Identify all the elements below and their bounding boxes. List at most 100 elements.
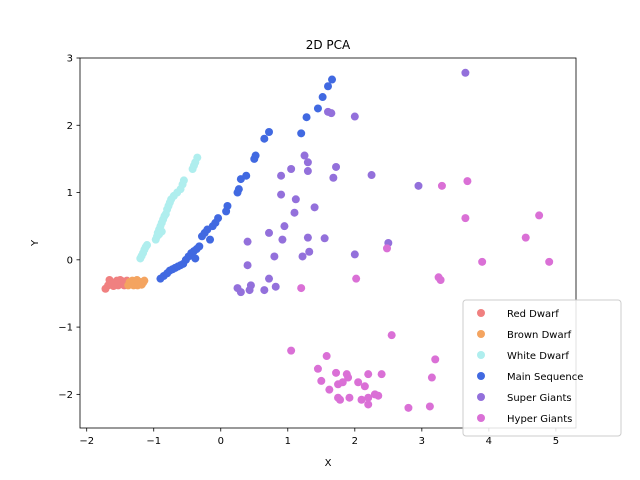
x-tick-label: 4: [486, 436, 492, 447]
legend-box: [462, 299, 622, 437]
point-main-sequence: [260, 134, 269, 143]
point-hyper-giants: [336, 395, 345, 404]
point-hyper-giants: [325, 385, 334, 394]
y-tick-label: 0: [67, 255, 73, 266]
point-white-dwarf: [157, 227, 166, 236]
plot-area: −2 −1 0 1 2 3 4 5 −2 −1 0 1 2 3: [58, 54, 577, 447]
point-super-giants: [303, 158, 312, 167]
x-tick-label: 3: [419, 436, 425, 447]
point-hyper-giants: [364, 393, 373, 402]
series-white-dwarf: [136, 153, 202, 263]
point-super-giants: [270, 252, 279, 261]
point-hyper-giants: [478, 257, 487, 266]
point-main-sequence: [242, 171, 251, 180]
point-hyper-giants: [338, 378, 347, 387]
point-super-giants: [290, 208, 299, 217]
point-super-giants: [277, 190, 286, 199]
point-super-giants: [300, 151, 309, 160]
point-white-dwarf: [143, 241, 152, 250]
point-hyper-giants: [322, 352, 331, 361]
y-tick-label: −2: [58, 390, 73, 401]
legend-label-super-giants: Super Giants: [507, 393, 572, 404]
point-brown-dwarf: [140, 276, 149, 285]
point-hyper-giants: [345, 393, 354, 402]
point-hyper-giants: [352, 274, 361, 283]
point-main-sequence: [206, 235, 215, 244]
x-tick-label: −1: [146, 436, 161, 447]
x-tick-label: 1: [285, 436, 291, 447]
x-tick-label: 0: [218, 436, 224, 447]
legend-marker-main-sequence: [477, 372, 485, 380]
point-super-giants: [271, 282, 280, 291]
point-hyper-giants: [297, 284, 306, 293]
legend-label-brown-dwarf: Brown Dwarf: [507, 330, 572, 341]
x-tick-label: 2: [352, 436, 358, 447]
point-main-sequence: [324, 82, 332, 91]
point-hyper-giants: [377, 370, 386, 379]
point-hyper-giants: [317, 376, 326, 385]
point-super-giants: [303, 167, 312, 176]
point-super-giants: [243, 237, 252, 246]
legend-marker-hyper-giants: [477, 414, 485, 422]
point-main-sequence: [328, 75, 337, 84]
point-hyper-giants: [425, 402, 434, 411]
point-main-sequence: [265, 128, 274, 136]
point-super-giants: [287, 165, 296, 173]
point-main-sequence: [251, 151, 260, 160]
point-hyper-giants: [374, 391, 383, 400]
point-super-giants: [265, 274, 274, 283]
point-main-sequence: [302, 113, 311, 122]
point-super-giants: [320, 234, 329, 243]
point-super-giants: [260, 286, 269, 295]
point-hyper-giants: [436, 276, 445, 284]
point-super-giants: [329, 173, 338, 182]
chart-title: 2D PCA: [306, 38, 351, 52]
legend-label-hyper-giants: Hyper Giants: [507, 414, 572, 425]
point-super-giants: [350, 250, 359, 259]
point-hyper-giants: [521, 233, 530, 242]
x-tick-label: 5: [553, 436, 559, 447]
point-super-giants: [332, 162, 341, 171]
point-hyper-giants: [360, 382, 369, 391]
series-main-sequence: [156, 75, 337, 283]
y-tick-label: 3: [67, 54, 73, 65]
point-super-giants: [277, 171, 286, 180]
point-super-giants: [414, 181, 423, 190]
point-hyper-giants: [461, 214, 470, 223]
point-super-giants: [233, 284, 242, 293]
point-main-sequence: [214, 214, 223, 223]
point-main-sequence: [223, 202, 232, 210]
point-hyper-giants: [364, 400, 373, 409]
y-tick-label: −1: [58, 323, 73, 334]
legend-marker-red-dwarf: [477, 309, 485, 317]
point-super-giants: [298, 252, 307, 261]
plot-frame: [79, 57, 577, 429]
x-axis-label: X: [325, 458, 332, 469]
data-points: [101, 68, 554, 412]
y-tick-label: 2: [67, 121, 73, 132]
point-hyper-giants: [354, 378, 363, 387]
legend-marker-super-giants: [477, 393, 485, 401]
y-axis-ticks: −2 −1 0 1 2 3: [58, 54, 80, 401]
legend-marker-brown-dwarf: [477, 330, 485, 338]
point-hyper-giants: [364, 370, 373, 379]
point-hyper-giants: [357, 395, 366, 404]
point-super-giants: [350, 112, 359, 121]
y-axis-label: Y: [30, 239, 41, 247]
point-hyper-giants: [437, 181, 446, 190]
point-white-dwarf: [193, 153, 202, 162]
point-super-giants: [265, 228, 274, 237]
point-hyper-giants: [545, 257, 554, 266]
y-tick-label: 1: [67, 188, 73, 199]
point-main-sequence: [234, 185, 243, 194]
point-white-dwarf: [179, 176, 188, 185]
point-hyper-giants: [463, 177, 472, 186]
point-main-sequence: [191, 254, 200, 263]
legend: Red Dwarf Brown Dwarf White Dwarf Main Sequ…: [462, 299, 622, 437]
point-main-sequence: [297, 129, 306, 138]
point-hyper-giants: [404, 403, 413, 412]
point-main-sequence: [313, 104, 322, 113]
point-main-sequence: [195, 242, 204, 251]
point-hyper-giants: [313, 364, 322, 373]
